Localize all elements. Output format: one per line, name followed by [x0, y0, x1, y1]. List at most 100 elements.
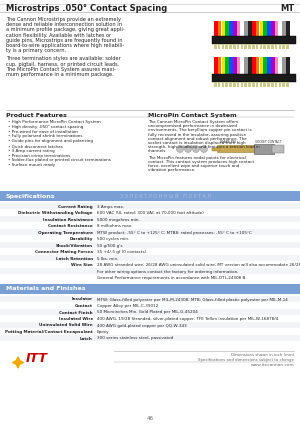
Bar [212, 147, 220, 150]
Bar [218, 57, 221, 75]
Text: 50 g/500 g's: 50 g/500 g's [97, 244, 122, 247]
Bar [267, 82, 270, 87]
Text: • High density .050" contact spacing: • High density .050" contact spacing [8, 125, 83, 129]
Bar [233, 82, 236, 87]
Text: General Performance requirements in accordance with MIL-DTL-24308 B.: General Performance requirements in acco… [97, 276, 247, 280]
Text: Shock/Vibration: Shock/Vibration [56, 244, 93, 247]
Text: Epoxy: Epoxy [97, 330, 110, 334]
Text: MTW: Glass-filled polyester per MIL-M-24308; MTB: Glass-filled plastic polyester: MTW: Glass-filled polyester per MIL-M-24… [97, 298, 288, 301]
Bar [0, 302, 300, 309]
Bar [229, 57, 233, 75]
Bar [263, 21, 267, 37]
Text: mum performance in a minimum package.: mum performance in a minimum package. [6, 72, 114, 77]
Bar [0, 328, 300, 334]
Text: For other wiring options contact the factory for ordering information.: For other wiring options contact the fac… [97, 269, 239, 274]
Bar [237, 82, 239, 87]
Bar [267, 21, 271, 37]
Bar [256, 21, 259, 37]
Text: Materials and Finishes: Materials and Finishes [6, 286, 85, 292]
Bar [0, 255, 300, 261]
FancyBboxPatch shape [218, 145, 256, 153]
Bar [256, 43, 258, 49]
Bar [286, 43, 289, 49]
Text: 8 milliohms max.: 8 milliohms max. [97, 224, 133, 228]
Bar [248, 82, 251, 87]
Text: 35 +4/-5 gf (0 contacts): 35 +4/-5 gf (0 contacts) [97, 250, 146, 254]
Bar [229, 82, 232, 87]
Text: uncompromised performance in downsized: uncompromised performance in downsized [148, 124, 237, 128]
Text: Copper Alloy per MIL-C-39012: Copper Alloy per MIL-C-39012 [97, 304, 158, 308]
Text: 400 AWG, 19/28 Stranded, silver-plated copper; TFE Teflon insulation per MIL-W-1: 400 AWG, 19/28 Stranded, silver-plated c… [97, 317, 278, 321]
Bar [241, 21, 244, 37]
Bar [275, 82, 277, 87]
Circle shape [184, 145, 191, 153]
Bar [0, 284, 300, 294]
Text: Specifications and dimensions subject to change: Specifications and dimensions subject to… [198, 357, 294, 362]
Text: Uninsulated Solid Wire: Uninsulated Solid Wire [39, 323, 93, 328]
Text: 50 Microinches Min. Gold Plated per MIL-G-45204: 50 Microinches Min. Gold Plated per MIL-… [97, 311, 198, 314]
Text: Three termination styles are available: solder: Three termination styles are available: … [6, 57, 121, 61]
Text: The Cannon Microstrips provide an extremely: The Cannon Microstrips provide an extrem… [6, 17, 121, 22]
Bar [263, 43, 266, 49]
Bar [212, 36, 296, 44]
Text: a minimum profile package, giving great appli-: a minimum profile package, giving great … [6, 27, 124, 32]
Circle shape [176, 145, 184, 153]
Text: fully recessed in the insulator, assuring positive: fully recessed in the insulator, assurin… [148, 133, 246, 136]
Text: MT: MT [280, 3, 294, 12]
Circle shape [200, 145, 208, 153]
Bar [260, 57, 263, 75]
Text: • Guide pins for alignment and polarizing: • Guide pins for alignment and polarizin… [8, 139, 93, 143]
Bar [275, 57, 278, 75]
Bar [229, 43, 232, 49]
Bar [0, 209, 300, 215]
Bar [0, 222, 300, 229]
Bar [0, 309, 300, 315]
Bar [237, 57, 240, 75]
Bar [248, 57, 252, 75]
Text: • Solder-flux plated or printed circuit terminations: • Solder-flux plated or printed circuit … [8, 159, 111, 162]
Text: The MicroPin features nodal points for electrical: The MicroPin features nodal points for e… [148, 156, 246, 160]
Text: 3 Amps max.: 3 Amps max. [97, 204, 124, 209]
Text: Insulated Wire: Insulated Wire [59, 317, 93, 321]
Bar [241, 82, 243, 87]
Bar [225, 21, 229, 37]
Text: 600 VAC (UL rated: 300 VAC at 70,000 foot altitude): 600 VAC (UL rated: 300 VAC at 70,000 foo… [97, 211, 204, 215]
Bar [222, 82, 224, 87]
Bar [279, 57, 282, 75]
Bar [225, 57, 229, 75]
Bar [222, 57, 225, 75]
Bar [286, 21, 290, 37]
Bar [271, 43, 274, 49]
Bar [0, 202, 300, 209]
Bar [0, 334, 300, 341]
Text: SOCKET CONTACT: SOCKET CONTACT [255, 140, 281, 144]
Bar [218, 82, 220, 87]
Circle shape [193, 145, 200, 153]
Text: • Precision crimp terminations: • Precision crimp terminations [8, 153, 70, 158]
Bar [248, 43, 251, 49]
Bar [244, 21, 248, 37]
Bar [267, 57, 271, 75]
Text: ITT: ITT [26, 352, 48, 365]
Bar [0, 229, 300, 235]
Text: 300 series stainless steel, passivated: 300 series stainless steel, passivated [97, 337, 173, 340]
Bar [0, 191, 300, 201]
Bar [0, 215, 300, 222]
Bar [218, 43, 220, 49]
Text: channels.: channels. [148, 150, 168, 153]
Bar [271, 21, 275, 37]
Bar [0, 267, 300, 274]
Bar [282, 43, 285, 49]
Bar [254, 144, 274, 154]
Bar [260, 82, 262, 87]
Bar [229, 21, 233, 37]
Bar [248, 21, 252, 37]
Bar [252, 21, 256, 37]
Text: • 3 Amp current rating: • 3 Amp current rating [8, 149, 55, 153]
Bar [263, 82, 266, 87]
Text: contact. This contact system produces high contact: contact. This contact system produces hi… [148, 160, 254, 164]
Bar [214, 43, 217, 49]
Bar [225, 43, 228, 49]
Text: • Fully polarized shrink terminations: • Fully polarized shrink terminations [8, 134, 82, 139]
Bar [275, 43, 277, 49]
